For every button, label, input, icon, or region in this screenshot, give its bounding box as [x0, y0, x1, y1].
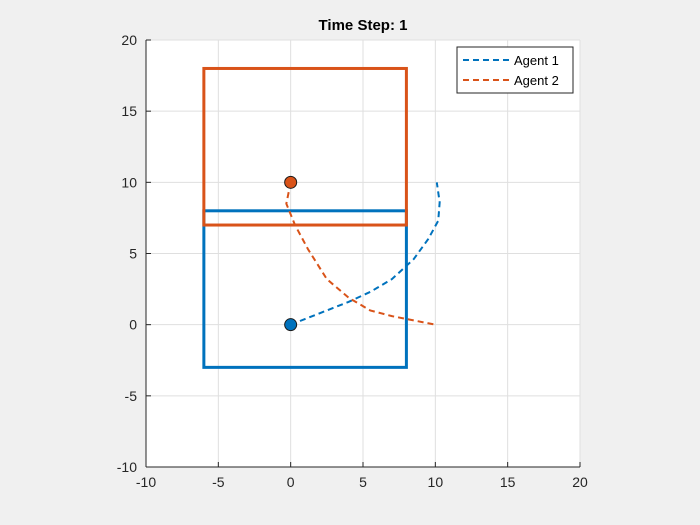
y-tick-label: 5: [129, 246, 137, 262]
agent-2-trajectory: [285, 182, 436, 326]
y-tick-label: 20: [121, 32, 137, 48]
x-tick-label: 15: [500, 474, 516, 490]
agent-2-box: [202, 66, 408, 227]
legend-label-agent-1: Agent 1: [514, 53, 559, 68]
agent-1-box: [202, 209, 408, 369]
agent-1-trajectory: [290, 182, 441, 326]
legend[interactable]: Agent 1 Agent 2: [456, 46, 574, 94]
series-lines: [285, 182, 441, 326]
x-tick-label: 5: [359, 474, 367, 490]
x-tick-label: -10: [136, 474, 156, 490]
x-tick-label: 20: [572, 474, 588, 490]
agent-boxes: [202, 66, 408, 369]
legend-label-agent-2: Agent 2: [514, 73, 559, 88]
y-tick-label: -10: [117, 459, 137, 475]
agent-2-marker: [284, 175, 298, 189]
y-tick-label: 15: [121, 103, 137, 119]
legend-box: [456, 46, 574, 94]
x-tick-label: 10: [428, 474, 444, 490]
y-tick-label: 0: [129, 317, 137, 333]
axes: -10 -5 0 5 10 15 20 -10 -5 0 5 10 15 20: [117, 32, 588, 490]
agent-1-marker: [284, 318, 298, 332]
x-tick-label: -5: [212, 474, 225, 490]
y-tick-label: -5: [125, 388, 138, 404]
chart-title: Time Step: 1: [319, 17, 408, 34]
x-tick-label: 0: [287, 474, 295, 490]
agent-markers: [284, 175, 298, 332]
y-tick-label: 10: [121, 174, 137, 190]
